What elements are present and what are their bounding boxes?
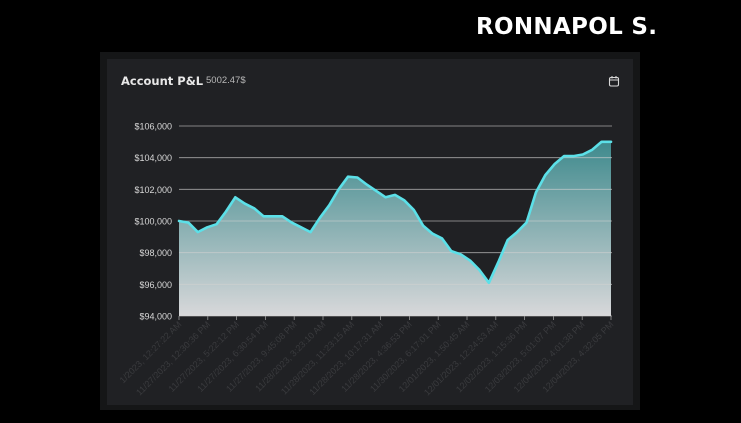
y-tick-label: $100,000 [134, 217, 172, 227]
y-tick-label: $104,000 [134, 153, 172, 163]
card-value: 5002.47$ [206, 75, 246, 86]
y-tick-label: $98,000 [139, 248, 172, 258]
y-tick-label: $94,000 [139, 312, 172, 322]
card-title: Account P&L [121, 74, 204, 88]
series-line [177, 140, 613, 285]
y-tick-label: $102,000 [134, 185, 172, 195]
y-tick-label: $96,000 [139, 280, 172, 290]
area-fill [179, 141, 611, 316]
calendar-icon[interactable] [608, 75, 620, 87]
y-tick-label: $106,000 [134, 122, 172, 132]
brand-name: RONNAPOL S. [476, 14, 658, 40]
